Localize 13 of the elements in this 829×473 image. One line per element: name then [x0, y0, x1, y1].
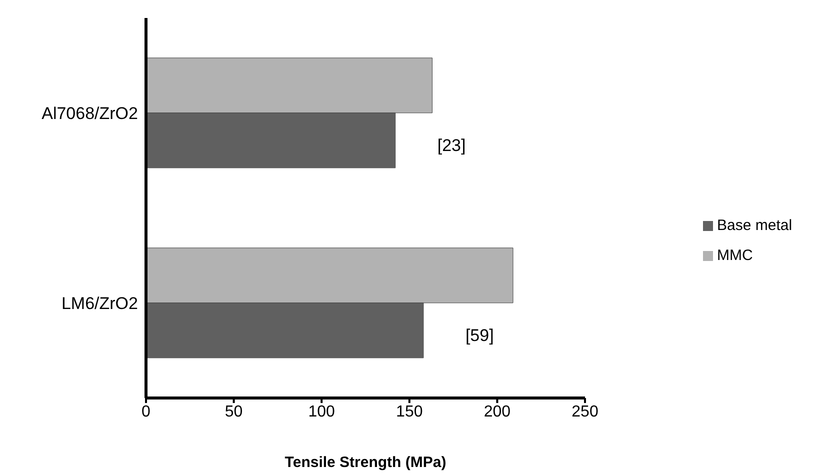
annotation: [59] [465, 326, 494, 346]
x-axis-title: Tensile Strength (MPa) [284, 454, 446, 471]
x-tick-label: 200 [484, 403, 511, 420]
legend-label: Base metal [717, 216, 792, 234]
x-tick-label: 250 [572, 403, 598, 420]
y-tick-label: LM6/ZrO2 [61, 294, 138, 314]
x-tick-label: 0 [142, 403, 151, 420]
annotation: [23] [437, 136, 466, 156]
x-tick-label: 100 [308, 403, 336, 420]
legend-label: MMC [717, 246, 753, 264]
x-tick-label: 150 [396, 403, 423, 420]
y-tick-label: Al7068/ZrO2 [42, 104, 138, 124]
x-tick-label: 50 [224, 403, 243, 420]
